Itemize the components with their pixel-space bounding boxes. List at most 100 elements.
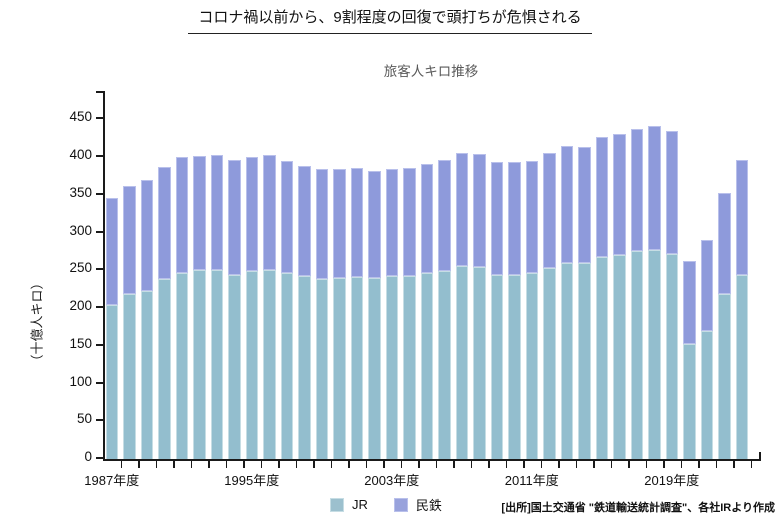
x-tick-29 xyxy=(610,461,612,468)
x-tick-20 xyxy=(453,461,455,468)
bar-jr-1990 xyxy=(158,279,171,459)
legend-swatch-mintetsu-icon xyxy=(393,497,408,512)
x-tick-label-2003: 2003年度 xyxy=(364,473,420,488)
bar-mintetsu-1991 xyxy=(175,157,188,274)
y-tick-label-350: 350 xyxy=(69,184,92,200)
x-tick-33 xyxy=(680,461,682,468)
bar-jr-2001 xyxy=(350,277,363,459)
bar-jr-2004 xyxy=(403,275,416,459)
bar-jr-2013 xyxy=(560,262,573,459)
bar-mintetsu-2022 xyxy=(718,193,731,295)
bar-mintetsu-1992 xyxy=(193,155,206,271)
chart-title: 旅客人キロ推移 xyxy=(383,64,479,79)
bar-jr-2015 xyxy=(595,257,608,459)
y-tick-50 xyxy=(96,419,103,422)
bar-jr-2006 xyxy=(438,271,451,459)
y-tick-label-400: 400 xyxy=(69,147,92,162)
bar-jr-2007 xyxy=(455,266,468,459)
bar-jr-1995 xyxy=(245,271,258,459)
y-tick-label-450: 450 xyxy=(69,109,92,125)
bar-mintetsu-2019 xyxy=(665,130,678,254)
legend-item-jr: JR xyxy=(330,497,368,512)
x-tick-3 xyxy=(155,461,157,468)
bar-mintetsu-2009 xyxy=(490,161,503,275)
y-tick-200 xyxy=(96,306,103,308)
page-title-text: コロナ禍以前から、9割程度の回復で頭打ちが危惧される xyxy=(188,6,592,34)
bar-jr-2011 xyxy=(525,273,538,459)
x-tick-31 xyxy=(645,461,647,468)
x-tick-1 xyxy=(120,461,122,468)
y-tick-label-200: 200 xyxy=(69,298,92,313)
bar-mintetsu-1997 xyxy=(280,160,293,274)
y-axis-top-cap xyxy=(96,91,105,93)
bar-mintetsu-2015 xyxy=(595,136,608,258)
y-tick-400 xyxy=(96,155,103,157)
bar-mintetsu-2004 xyxy=(403,168,416,276)
x-tick-19 xyxy=(435,461,437,468)
x-tick-37 xyxy=(750,461,752,468)
bar-mintetsu-2002 xyxy=(368,170,381,278)
bar-mintetsu-2001 xyxy=(350,168,363,278)
bar-mintetsu-2016 xyxy=(613,133,626,256)
bar-jr-2016 xyxy=(613,255,626,459)
bar-jr-1994 xyxy=(228,274,241,459)
bar-jr-2022 xyxy=(718,294,731,459)
x-tick-7 xyxy=(225,461,227,468)
bar-jr-2023 xyxy=(735,274,748,459)
bar-jr-2009 xyxy=(490,274,503,459)
bar-mintetsu-2021 xyxy=(700,240,713,331)
bar-jr-1999 xyxy=(315,278,328,459)
bar-mintetsu-1990 xyxy=(158,166,171,280)
legend-label-mintetsu: 民鉄 xyxy=(415,498,442,513)
bar-jr-2021 xyxy=(700,330,713,459)
x-tick-27 xyxy=(575,461,577,468)
bar-jr-2000 xyxy=(333,277,346,459)
x-tick-label-2019: 2019年度 xyxy=(644,473,700,488)
bar-mintetsu-2005 xyxy=(420,163,433,274)
x-tick-11 xyxy=(295,461,297,468)
y-tick-250 xyxy=(96,268,103,271)
x-tick-32 xyxy=(663,461,665,468)
x-tick-10 xyxy=(278,461,280,468)
x-tick-12 xyxy=(313,461,315,468)
y-tick-100 xyxy=(96,381,103,384)
x-tick-6 xyxy=(208,461,210,468)
x-tick-15 xyxy=(365,461,367,468)
x-tick-18 xyxy=(418,461,420,468)
bar-jr-2014 xyxy=(578,262,591,459)
bar-mintetsu-1998 xyxy=(298,166,311,277)
source-note: [出所]国土交通省 "鉄道輸送統計調査"、各社IRより作成 xyxy=(501,502,775,514)
bar-mintetsu-2003 xyxy=(385,169,398,277)
x-tick-21 xyxy=(470,461,472,468)
y-tick-350 xyxy=(96,192,103,195)
legend-item-mintetsu: 民鉄 xyxy=(393,495,442,514)
x-tick-30 xyxy=(628,461,630,468)
x-tick-35 xyxy=(715,461,717,468)
bar-mintetsu-2007 xyxy=(455,153,468,267)
bar-mintetsu-1987 xyxy=(105,197,118,305)
bar-jr-2008 xyxy=(473,267,486,459)
bar-jr-1993 xyxy=(210,269,223,459)
bar-mintetsu-1995 xyxy=(245,157,258,272)
bar-jr-1998 xyxy=(298,276,311,459)
y-axis-title: （十億人キロ） xyxy=(29,276,45,368)
x-tick-22 xyxy=(488,461,490,468)
bar-jr-2010 xyxy=(508,274,521,459)
bar-mintetsu-2012 xyxy=(543,153,556,268)
bar-jr-1991 xyxy=(175,273,188,459)
x-tick-label-2011: 2011年度 xyxy=(504,473,559,488)
legend-swatch-jr-icon xyxy=(330,497,344,512)
x-tick-36 xyxy=(733,461,735,468)
bar-mintetsu-1996 xyxy=(263,154,276,270)
bar-mintetsu-2018 xyxy=(648,126,661,250)
legend: JR 民鉄 xyxy=(330,495,458,514)
x-tick-2 xyxy=(138,461,140,468)
x-tick-9 xyxy=(260,461,262,468)
y-tick-label-300: 300 xyxy=(69,222,92,238)
plot-area xyxy=(103,91,761,461)
y-tick-label-100: 100 xyxy=(69,373,92,389)
x-tick-28 xyxy=(593,461,595,468)
x-tick-23 xyxy=(505,461,507,468)
bar-jr-2019 xyxy=(665,253,678,459)
